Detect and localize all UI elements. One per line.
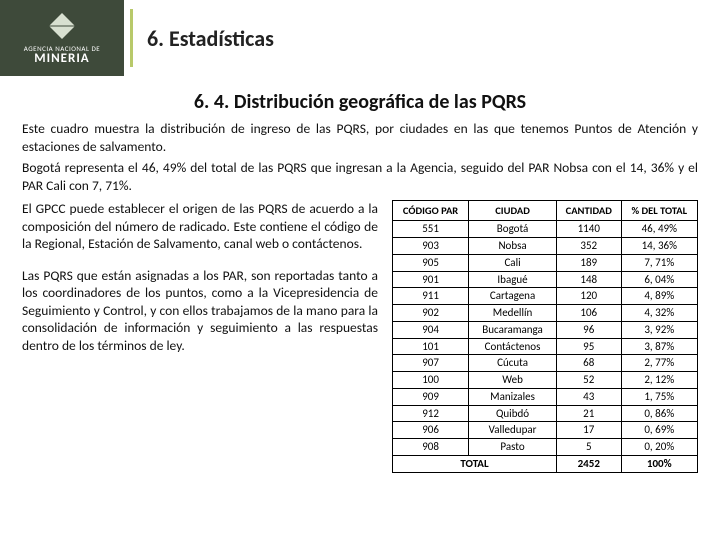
table-cell: Quibdó (469, 405, 557, 422)
table-cell: 1140 (556, 221, 621, 238)
table-cell: 2, 77% (621, 355, 697, 372)
table-cell: 52 (556, 372, 621, 389)
table-cell: 106 (556, 305, 621, 322)
table-row: 901Ibagué1486, 04% (393, 271, 698, 288)
table-cell: 17 (556, 422, 621, 439)
left-column: El GPCC puede establecer el origen de la… (22, 200, 378, 472)
paragraph-1: El GPCC puede establecer el origen de la… (22, 200, 378, 253)
table-cell: Ibagué (469, 271, 557, 288)
table-cell: 68 (556, 355, 621, 372)
page-subtitle: 6. 4. Distribución geográfica de las PQR… (0, 90, 720, 114)
table-cell: 46, 49% (621, 221, 697, 238)
table-cell: Manizales (469, 388, 557, 405)
col-codigo: CÓDIGO PAR (393, 201, 469, 221)
col-cantidad: CANTIDAD (556, 201, 621, 221)
header-bar: AGENCIA NACIONAL DE MINERIA 6. Estadísti… (0, 0, 720, 76)
table-cell: 909 (393, 388, 469, 405)
table-cell: 904 (393, 321, 469, 338)
table-cell: Cúcuta (469, 355, 557, 372)
table-cell: 5 (556, 439, 621, 456)
table-row: 907Cúcuta682, 77% (393, 355, 698, 372)
table-cell: 0, 86% (621, 405, 697, 422)
table-row: 100Web522, 12% (393, 372, 698, 389)
table-row: 909Manizales431, 75% (393, 388, 698, 405)
right-column: CÓDIGO PAR CIUDAD CANTIDAD % DEL TOTAL 5… (392, 200, 698, 472)
table-row: 908Pasto50, 20% (393, 439, 698, 456)
table-cell: 911 (393, 288, 469, 305)
table-cell: 912 (393, 405, 469, 422)
table-row: 904Bucaramanga963, 92% (393, 321, 698, 338)
table-cell: 907 (393, 355, 469, 372)
table-cell: Cartagena (469, 288, 557, 305)
table-cell: 7, 71% (621, 254, 697, 271)
table-cell: Web (469, 372, 557, 389)
table-cell: 95 (556, 338, 621, 355)
table-cell: 120 (556, 288, 621, 305)
table-cell: Medellín (469, 305, 557, 322)
table-cell: 6, 04% (621, 271, 697, 288)
table-cell: 100 (393, 372, 469, 389)
total-label: TOTAL (393, 455, 557, 472)
table-row: 912Quibdó210, 86% (393, 405, 698, 422)
table-head: CÓDIGO PAR CIUDAD CANTIDAD % DEL TOTAL (393, 201, 698, 221)
table-row: 905Cali1897, 71% (393, 254, 698, 271)
table-cell: 1, 75% (621, 388, 697, 405)
table-foot: TOTAL 2452 100% (393, 455, 698, 472)
table-cell: 0, 20% (621, 439, 697, 456)
table-cell: Bogotá (469, 221, 557, 238)
pqrs-table: CÓDIGO PAR CIUDAD CANTIDAD % DEL TOTAL 5… (392, 200, 698, 472)
table-row: 902Medellín1064, 32% (393, 305, 698, 322)
two-column-layout: El GPCC puede establecer el origen de la… (22, 200, 698, 472)
content-area: Este cuadro muestra la distribución de i… (0, 120, 720, 473)
table-cell: 902 (393, 305, 469, 322)
table-cell: 0, 69% (621, 422, 697, 439)
table-cell: 2, 12% (621, 372, 697, 389)
table-cell: 906 (393, 422, 469, 439)
table-row: 911Cartagena1204, 89% (393, 288, 698, 305)
table-cell: 21 (556, 405, 621, 422)
table-cell: 101 (393, 338, 469, 355)
section-title: 6. Estadísticas (147, 25, 274, 52)
table-cell: 903 (393, 238, 469, 255)
table-cell: 96 (556, 321, 621, 338)
intro-paragraph-1: Este cuadro muestra la distribución de i… (22, 120, 698, 155)
table-body: 551Bogotá114046, 49%903Nobsa35214, 36%90… (393, 221, 698, 456)
intro-paragraph-2: Bogotá representa el 46, 49% del total d… (22, 159, 698, 194)
table-cell: 43 (556, 388, 621, 405)
table-cell: 551 (393, 221, 469, 238)
table-cell: Cali (469, 254, 557, 271)
table-row: 551Bogotá114046, 49% (393, 221, 698, 238)
table-cell: 908 (393, 439, 469, 456)
col-pct: % DEL TOTAL (621, 201, 697, 221)
diamond-icon (47, 11, 77, 41)
table-cell: 189 (556, 254, 621, 271)
table-cell: Contáctenos (469, 338, 557, 355)
paragraph-2: Las PQRS que están asignadas a los PAR, … (22, 267, 378, 355)
table-cell: 352 (556, 238, 621, 255)
logo-big-text: MINERIA (24, 52, 100, 65)
table-cell: Pasto (469, 439, 557, 456)
logo-text: AGENCIA NACIONAL DE MINERIA (24, 45, 100, 65)
table-cell: 148 (556, 271, 621, 288)
table-cell: 901 (393, 271, 469, 288)
col-ciudad: CIUDAD (469, 201, 557, 221)
table-cell: Bucaramanga (469, 321, 557, 338)
table-cell: 14, 36% (621, 238, 697, 255)
table-cell: 905 (393, 254, 469, 271)
total-qty: 2452 (556, 455, 621, 472)
table-row: 906Valledupar170, 69% (393, 422, 698, 439)
table-cell: Valledupar (469, 422, 557, 439)
table-cell: Nobsa (469, 238, 557, 255)
table-row: 903Nobsa35214, 36% (393, 238, 698, 255)
table-cell: 3, 92% (621, 321, 697, 338)
table-cell: 3, 87% (621, 338, 697, 355)
table-row: 101Contáctenos953, 87% (393, 338, 698, 355)
table-cell: 4, 89% (621, 288, 697, 305)
table-cell: 4, 32% (621, 305, 697, 322)
header-divider (130, 9, 133, 67)
total-pct: 100% (621, 455, 697, 472)
logo-block: AGENCIA NACIONAL DE MINERIA (0, 0, 124, 76)
